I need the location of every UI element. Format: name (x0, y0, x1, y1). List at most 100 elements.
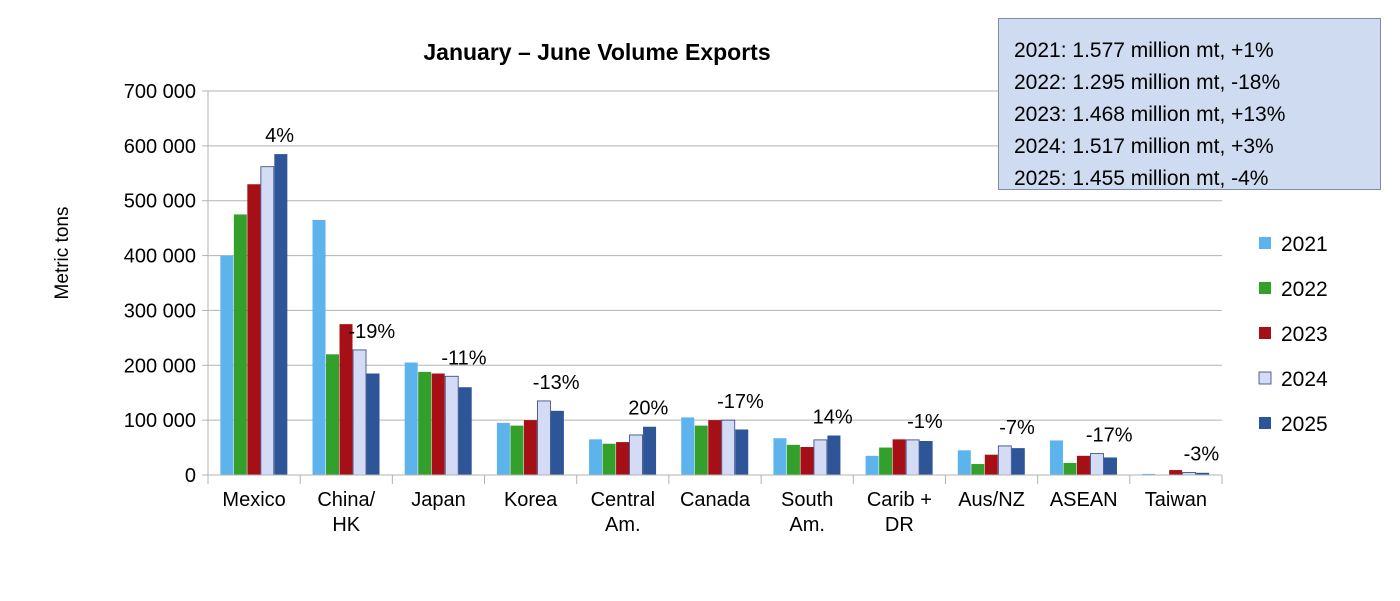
y-tick-label: 400 000 (124, 246, 196, 268)
totals-line-2025: 2025: 1.455 million mt, -4% (1014, 167, 1269, 190)
bar-2022-8 (971, 464, 985, 475)
bar-2022-3 (510, 425, 524, 475)
bar-2025-2 (458, 387, 472, 475)
legend-swatch-2025 (1259, 417, 1271, 429)
bar-2022-6 (786, 444, 800, 475)
bar-2023-8 (984, 454, 998, 475)
change-label: -11% (441, 347, 486, 369)
bar-2023-4 (616, 442, 630, 475)
bar-2022-7 (879, 447, 893, 475)
bar-2022-5 (694, 425, 708, 475)
bar-2023-1 (339, 324, 353, 475)
bar-2023-0 (247, 184, 261, 475)
bar-2021-9 (1049, 440, 1063, 475)
category-label: Canada (680, 489, 751, 511)
bar-2021-2 (404, 362, 418, 475)
bar-2021-3 (496, 422, 510, 475)
y-tick-label: 200 000 (124, 355, 196, 377)
change-label: -19% (348, 321, 395, 343)
bar-2024-6 (813, 439, 828, 476)
legend-swatch-2024 (1258, 371, 1272, 385)
category-label: Japan (411, 489, 466, 511)
y-tick-label: 700 000 (124, 81, 196, 103)
change-label: -3% (1184, 444, 1220, 466)
change-label: 4% (265, 125, 294, 147)
bar-2023-6 (800, 447, 814, 475)
category-label: Carib + DR (867, 489, 932, 536)
y-tick-label: 0 (185, 465, 196, 487)
bar-2022-2 (418, 371, 432, 475)
category-label: Korea (504, 489, 558, 511)
totals-annotation-box: 2021: 1.577 million mt, +1% 2022: 1.295 … (998, 18, 1381, 190)
legend-swatch-2023 (1259, 327, 1271, 339)
bar-2024-2 (444, 375, 459, 476)
totals-line-2023: 2023: 1.468 million mt, +13% (1014, 103, 1286, 126)
bar-2021-7 (865, 455, 879, 475)
bar-2021-6 (773, 438, 787, 475)
category-label: ASEAN (1050, 489, 1118, 511)
bar-2024-4 (629, 434, 643, 476)
legend-swatch-2022 (1259, 282, 1271, 294)
bar-2023-10 (1169, 470, 1183, 475)
y-tick-label: 500 000 (124, 191, 196, 213)
chart-title: January – June Volume Exports (423, 39, 770, 65)
bar-2024-7 (905, 439, 920, 476)
bar-2025-6 (827, 435, 841, 475)
category-label: China/HK (317, 489, 375, 536)
change-label: 20% (628, 398, 668, 420)
y-tick-labels: 0 100 000 200 000 300 000 400 000 500 000 600 … (124, 81, 196, 487)
totals-line-2021: 2021: 1.577 million mt, +1% (1014, 39, 1274, 62)
bar-2025-1 (366, 373, 380, 475)
category-label: South Am. (781, 489, 833, 536)
bar-2022-9 (1063, 462, 1077, 475)
change-label: -13% (533, 372, 580, 394)
axes (207, 91, 1223, 484)
totals-line-2022: 2022: 1.295 million mt, -18% (1014, 71, 1281, 94)
category-labels: Mexico China/HK Japan Korea Central Am. Canada… (222, 489, 1207, 536)
y-tick-label: 100 000 (124, 410, 196, 432)
bar-2022-4 (602, 443, 616, 475)
bar-2023-7 (892, 439, 906, 475)
bar-2025-8 (1011, 448, 1025, 475)
bar-2025-4 (643, 426, 657, 475)
bar-2025-5 (735, 429, 749, 475)
bar-2021-0 (220, 255, 234, 475)
bar-2021-8 (957, 450, 971, 475)
bar-2023-9 (1076, 455, 1090, 475)
bar-2021-4 (589, 439, 603, 475)
category-label: Central Am. (591, 489, 655, 536)
legend-label-2021: 2021 (1281, 233, 1328, 256)
change-label: -1% (907, 411, 943, 433)
bar-2024-0 (260, 166, 275, 476)
change-label: 14% (813, 407, 853, 429)
bar-2025-3 (550, 410, 564, 475)
y-tick-label: 300 000 (124, 300, 196, 322)
legend-label-2023: 2023 (1281, 323, 1328, 346)
legend-label-2025: 2025 (1281, 413, 1328, 436)
category-label: Mexico (222, 489, 285, 511)
bar-2022-0 (233, 214, 247, 475)
bar-2024-1 (352, 349, 367, 476)
category-label: Taiwan (1145, 489, 1207, 511)
bar-2023-3 (523, 420, 537, 475)
y-tick-label: 600 000 (124, 136, 196, 158)
bar-2024-5 (721, 419, 736, 476)
legend: 2021 2022 2023 2024 2025 (1258, 233, 1328, 436)
legend-swatch-2021 (1259, 237, 1271, 249)
legend-label-2022: 2022 (1281, 278, 1328, 301)
bar-2024-9 (1090, 453, 1104, 476)
bar-2025-0 (274, 154, 288, 475)
y-axis-label: Metric tons (52, 207, 73, 300)
bar-2024-8 (997, 445, 1012, 476)
bar-2023-5 (708, 420, 722, 475)
change-label: -17% (717, 391, 764, 413)
bar-2022-1 (326, 354, 340, 475)
bar-2025-9 (1103, 457, 1117, 475)
change-labels: 4% -19% -11% -13% 20% -17% 14% -1% -7% -17% -3% (265, 125, 1219, 465)
totals-line-2024: 2024: 1.517 million mt, +3% (1014, 135, 1274, 158)
category-label: Aus/NZ (958, 489, 1025, 511)
legend-label-2024: 2024 (1281, 368, 1328, 391)
bar-2021-1 (312, 219, 326, 475)
bar-2021-5 (681, 417, 695, 475)
